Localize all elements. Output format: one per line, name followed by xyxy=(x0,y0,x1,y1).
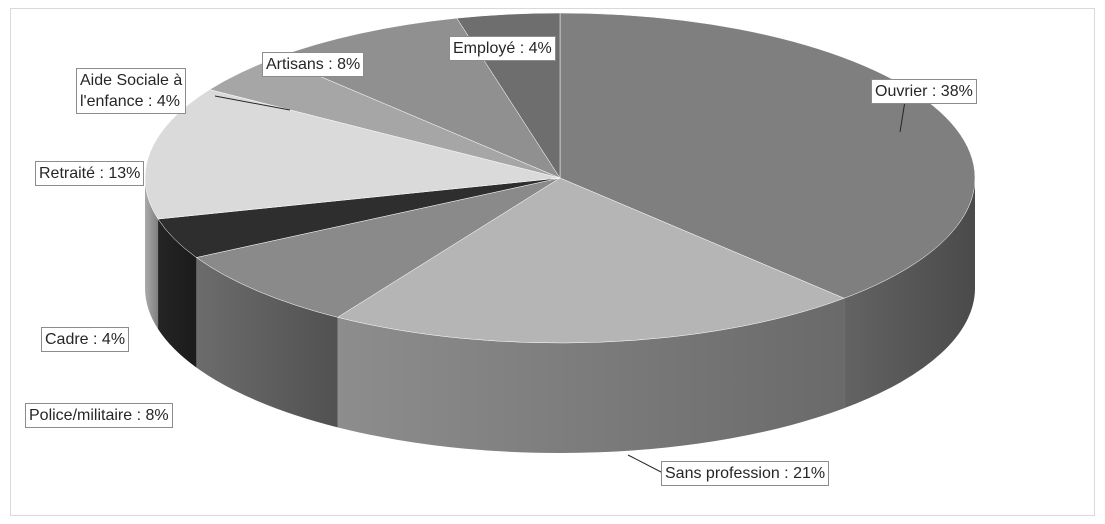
leader-line-sans-profession xyxy=(627,454,662,473)
pie-side-shading-cadre xyxy=(158,219,197,368)
data-label-aide-sociale-line1: Aide Sociale à xyxy=(80,72,183,89)
data-label-ouvrier: Ouvrier : 38% xyxy=(871,79,977,104)
pie-side-shading-police-militaire xyxy=(196,257,338,428)
data-label-cadre: Cadre : 4% xyxy=(41,327,130,352)
pie-slice-police-militaire xyxy=(195,177,561,318)
pie-side-walls xyxy=(145,178,975,453)
leader-line-aide-sociale xyxy=(214,95,291,111)
pie-top-faces xyxy=(144,12,976,344)
pie-side-shading-retraite xyxy=(145,178,159,330)
data-label-retraite: Retraité : 13% xyxy=(35,161,145,186)
data-label-police-militaire: Police/militaire : 8% xyxy=(25,403,173,428)
pie-side-shading-ouvrier xyxy=(844,178,975,409)
pie-slice-retraite xyxy=(144,89,561,220)
pie-slice-sans-profession xyxy=(337,177,845,344)
data-label-aide-sociale-line2: l'enfance : 4% xyxy=(80,93,181,110)
pie-side-shading-sans-profession xyxy=(337,298,845,453)
leader-line-ouvrier xyxy=(899,100,906,133)
data-label-employe: Employé : 4% xyxy=(449,36,556,61)
data-label-sans-profession: Sans profession : 21% xyxy=(661,461,830,486)
leader-lines xyxy=(214,95,906,473)
data-label-aide-sociale: Aide Sociale à l'enfance : 4% xyxy=(76,68,187,114)
data-label-artisans: Artisans : 8% xyxy=(262,52,365,77)
